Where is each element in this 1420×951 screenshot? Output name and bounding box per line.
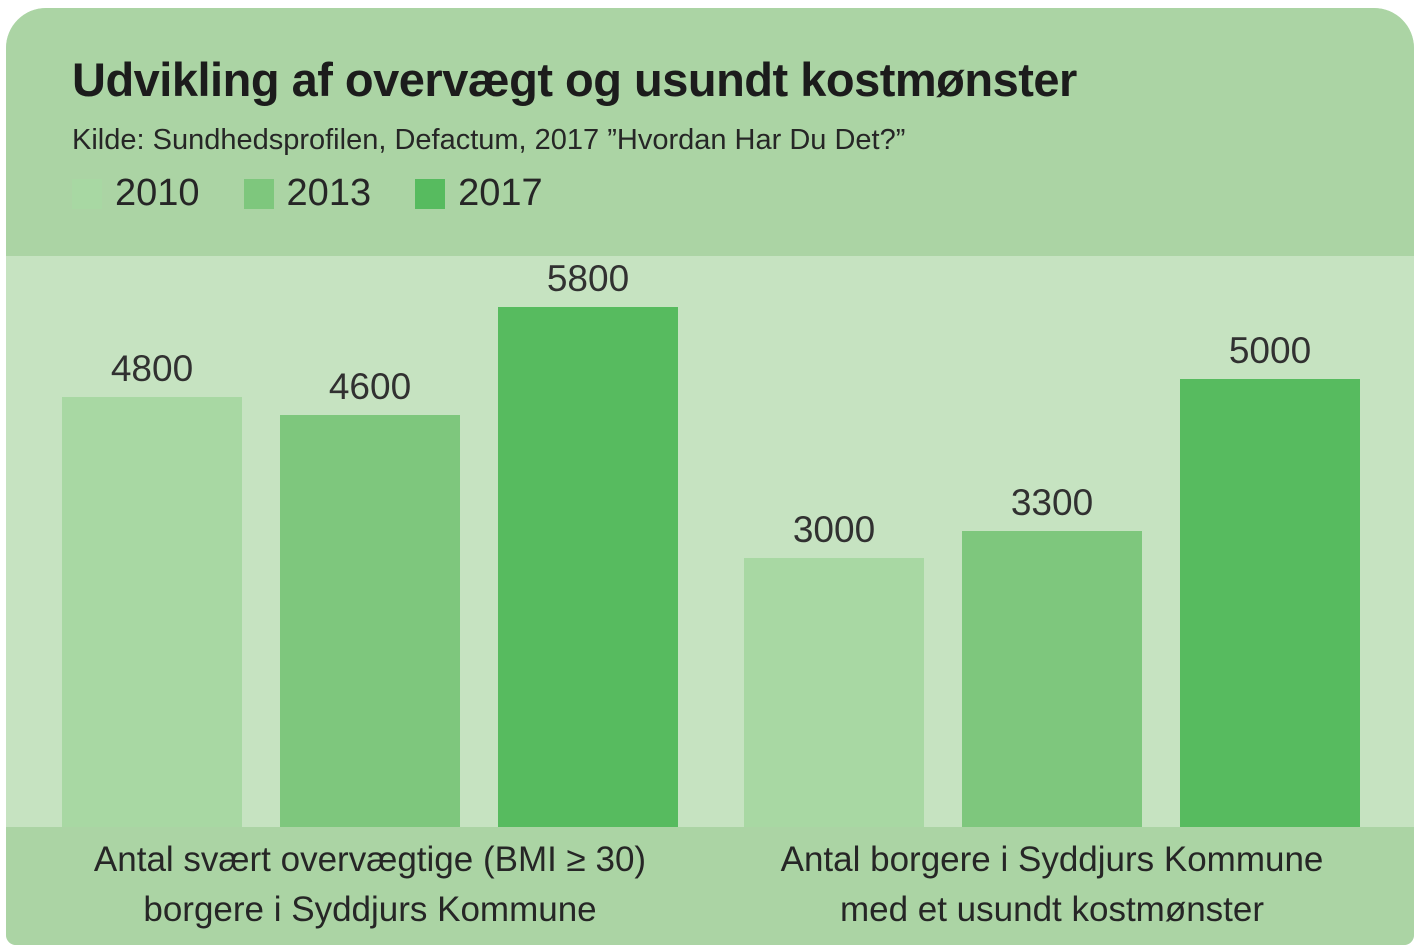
group-label-line: Antal borgere i Syddjurs Kommune: [780, 840, 1324, 879]
bar-2013: [280, 415, 460, 827]
bar-value-label: 4600: [328, 366, 412, 407]
bar-value-label: 5000: [1228, 330, 1312, 371]
group-label-line: borgere i Syddjurs Kommune: [143, 889, 597, 929]
chart-footer: Antal svært overvægtige (BMI ≥ 30) borge…: [6, 827, 1414, 945]
group-label-line: med et usundt kostmønster: [839, 889, 1265, 929]
legend-item-2017: 2017: [415, 172, 543, 215]
bar-2010: [744, 558, 924, 827]
chart-header: Udvikling af overvægt og usundt kostmøns…: [6, 8, 1414, 256]
bar-cell: 3300: [962, 482, 1142, 827]
bar-cell: 4800: [62, 348, 242, 827]
bar-value-label: 3300: [1010, 482, 1094, 523]
chart-source: Kilde: Sundhedsprofilen, Defactum, 2017 …: [72, 124, 906, 156]
bar-value-label: 4800: [110, 348, 194, 389]
bar-value-label: 5800: [546, 258, 630, 299]
chart-plot-area: 4800 4600 5800 3000 3300 5000: [6, 256, 1414, 827]
legend-label: 2017: [458, 172, 543, 214]
legend-swatch: [72, 178, 102, 209]
legend-swatch: [415, 178, 446, 209]
group-label-kostmoenster: Antal borgere i Syddjurs Kommune med et …: [744, 827, 1360, 945]
chart-title: Udvikling af overvægt og usundt kostmøns…: [72, 53, 1077, 106]
bar-cell: 4600: [280, 366, 460, 827]
group-label-line: Antal svært overvægtige (BMI ≥ 30): [93, 840, 647, 879]
bar-value-label: 3000: [792, 509, 876, 550]
legend-item-2013: 2013: [243, 172, 372, 215]
group-label-overvaegt: Antal svært overvægtige (BMI ≥ 30) borge…: [62, 827, 678, 945]
bar-2017: [1180, 379, 1360, 827]
bar-2010: [62, 397, 242, 827]
bar-group: 4800 4600 5800: [62, 258, 678, 827]
chart-card: Udvikling af overvægt og usundt kostmøns…: [6, 8, 1414, 945]
legend-item-2010: 2010: [72, 172, 200, 215]
chart-legend: 2010 2013 2017: [72, 172, 1414, 215]
legend-swatch: [243, 178, 274, 209]
bar-2013: [962, 531, 1142, 827]
legend-label: 2010: [115, 172, 200, 214]
bar-cell: 5800: [498, 258, 678, 827]
legend-label: 2013: [286, 172, 372, 214]
bar-cell: 5000: [1180, 330, 1360, 827]
bar-group: 3000 3300 5000: [744, 330, 1360, 827]
bar-cell: 3000: [744, 509, 924, 827]
bar-2017: [498, 307, 678, 827]
